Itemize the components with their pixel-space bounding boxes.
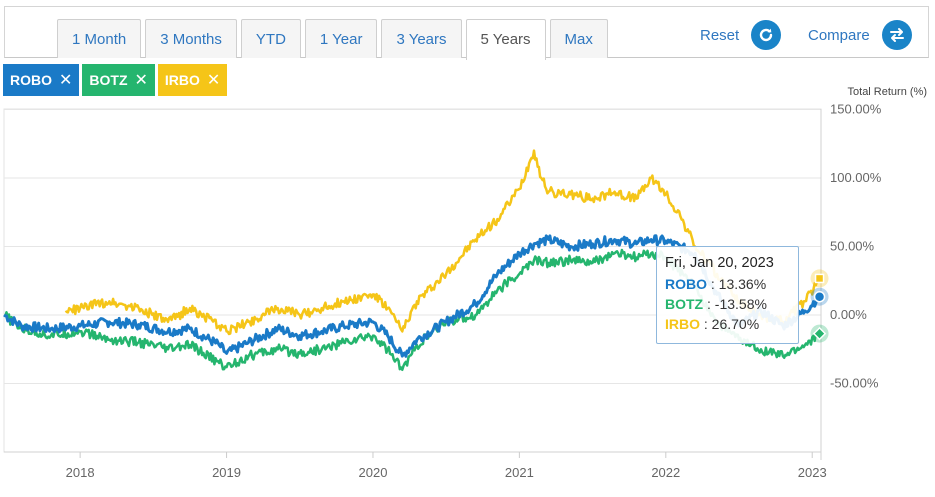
tooltip-date: Fri, Jan 20, 2023 <box>665 255 774 271</box>
close-icon[interactable]: ✕ <box>206 72 221 89</box>
compare-label: Compare <box>808 26 870 44</box>
tab-ytd[interactable]: YTD <box>240 19 301 58</box>
tab-5-years[interactable]: 5 Years <box>465 19 546 60</box>
x-axis: 2018 2019 2020 2021 2022 2023 <box>66 452 827 480</box>
reset-button[interactable]: Reset <box>700 20 782 50</box>
y-axis: 150.00% 100.00% 50.00% 0.00% -50.00% <box>830 102 882 391</box>
x-tick-label: 2021 <box>505 465 534 480</box>
tooltip-row-irbo: IRBO : 26.70% <box>665 314 798 334</box>
y-tick-label: 0.00% <box>830 307 867 322</box>
series-chip-irbo[interactable]: IRBO ✕ <box>157 64 228 96</box>
series-chip-label: IRBO <box>164 72 200 88</box>
series-chip-label: BOTZ <box>89 72 128 88</box>
tab-1-year[interactable]: 1 Year <box>304 19 378 58</box>
tab-3-months[interactable]: 3 Months <box>145 19 237 58</box>
series-chip-label: ROBO <box>10 72 52 88</box>
reset-icon <box>751 20 782 50</box>
tooltip-series-name: IRBO <box>665 316 700 332</box>
end-marker-botz <box>812 326 827 341</box>
tab-max[interactable]: Max <box>549 19 608 58</box>
y-tick-label: -50.00% <box>830 376 879 391</box>
tooltip-series-value: : 13.36% <box>707 276 767 292</box>
tooltip-series-name: ROBO <box>665 276 707 292</box>
x-tick-label: 2019 <box>212 465 241 480</box>
hover-tooltip: Fri, Jan 20, 2023 ROBO : 13.36% BOTZ : -1… <box>656 246 799 344</box>
x-tick-label: 2022 <box>651 465 680 480</box>
series-line-robo <box>3 234 821 358</box>
series-chip-robo[interactable]: ROBO ✕ <box>3 64 80 96</box>
x-tick-label: 2023 <box>798 465 827 480</box>
range-tabs: 1 Month 3 Months YTD 1 Year 3 Years 5 Years Ma… <box>57 19 612 60</box>
tooltip-row-robo: ROBO : 13.36% <box>665 274 798 294</box>
tooltip-series-value: : 26.70% <box>700 316 760 332</box>
x-tick-label: 2018 <box>66 465 95 480</box>
series-end-markers <box>810 269 829 343</box>
tooltip-series-name: BOTZ <box>665 296 704 312</box>
close-icon[interactable]: ✕ <box>134 72 148 89</box>
y-tick-label: 50.00% <box>830 239 875 254</box>
range-toolbar: 1 Month 3 Months YTD 1 Year 3 Years 5 Years Ma… <box>4 6 929 60</box>
tab-1-month[interactable]: 1 Month <box>57 19 142 58</box>
compare-arrows-icon <box>881 20 912 50</box>
series-chip-botz[interactable]: BOTZ ✕ <box>82 64 155 96</box>
tooltip-row-botz: BOTZ : -13.58% <box>665 294 798 314</box>
series-chips: ROBO ✕ BOTZ ✕ IRBO ✕ <box>3 64 230 96</box>
tab-3-years[interactable]: 3 Years <box>381 19 462 58</box>
reset-label: Reset <box>700 26 740 44</box>
tooltip-series-value: : -13.58% <box>703 296 767 312</box>
y-tick-label: 150.00% <box>830 102 882 117</box>
end-marker-robo <box>813 290 826 303</box>
close-icon[interactable]: ✕ <box>59 72 73 89</box>
y-axis-title: Total Return (%) <box>848 86 927 98</box>
end-marker-irbo <box>814 273 825 284</box>
y-tick-label: 100.00% <box>830 170 882 185</box>
x-tick-label: 2020 <box>359 465 388 480</box>
compare-button[interactable]: Compare <box>808 20 912 50</box>
